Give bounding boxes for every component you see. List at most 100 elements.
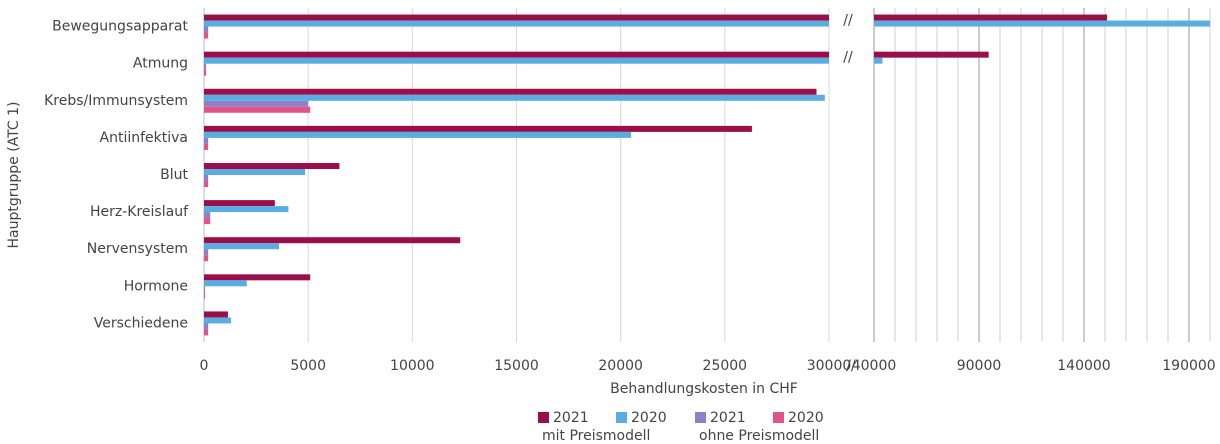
bar-segment [204, 255, 209, 262]
bar-segment [204, 274, 311, 281]
bar-segment [204, 249, 209, 256]
bar [204, 137, 209, 144]
x-tick-label: 25000 [703, 358, 748, 374]
x-tick-label: 40000 [852, 358, 897, 374]
bar-segment [204, 181, 209, 187]
bar [204, 323, 209, 330]
bar-segment [204, 169, 306, 175]
bar-segment [204, 329, 209, 336]
bar [204, 181, 209, 187]
bar [204, 125, 752, 132]
bar-segment [204, 137, 209, 144]
legend-label: 2021 [553, 410, 589, 426]
bar [204, 255, 209, 262]
y-tick-label: Antiinfektiva [100, 130, 188, 146]
bar [204, 51, 989, 58]
y-tick-label: Krebs/Immunsystem [44, 93, 188, 109]
bar-segment [204, 131, 632, 138]
y-tick-label: Bewegungsapparat [52, 19, 188, 35]
bar [204, 32, 209, 39]
x-axis-label: Behandlungskosten in CHF [610, 381, 798, 397]
bar-segment [204, 88, 817, 95]
bar [204, 69, 207, 76]
bar-segment [204, 125, 752, 132]
bar [204, 57, 883, 64]
bar [204, 26, 209, 33]
bar-segment [204, 63, 207, 70]
bar-segment [874, 57, 883, 64]
bar-segment [204, 237, 461, 244]
bar [204, 20, 1210, 27]
bar-segment [204, 212, 211, 219]
axis-break: // [843, 13, 853, 29]
bar [204, 317, 232, 324]
bar-segment [874, 20, 1210, 27]
legend-label: 2020 [788, 410, 824, 426]
x-tick-label: 140000 [1057, 358, 1110, 374]
bar [204, 212, 211, 219]
bar [204, 163, 340, 169]
y-tick-label: Herz-Kreislauf [90, 204, 189, 220]
bar [204, 169, 306, 175]
bar [204, 249, 209, 256]
bar-segment [204, 57, 829, 64]
y-axis-label: Hauptgruppe (ATC 1) [6, 102, 22, 249]
y-tick-label: Hormone [124, 278, 188, 294]
legend-swatch [538, 412, 549, 423]
y-tick-label: Blut [160, 167, 188, 183]
bar-segment [204, 292, 206, 299]
bar-segment [204, 175, 209, 181]
bar [204, 88, 817, 95]
bar-segment [204, 317, 232, 324]
bar [204, 286, 206, 293]
bar [204, 63, 207, 70]
bar-segment [204, 26, 209, 33]
x-tick-label: 90000 [957, 358, 1002, 374]
bar [204, 292, 206, 299]
bar-segment [204, 218, 211, 225]
axis-break: // [846, 358, 856, 374]
legend-group-label: ohne Preismodell [699, 428, 819, 444]
bar-segment [204, 100, 309, 107]
x-tick-label: 30000 [807, 358, 852, 374]
bar-segment [204, 94, 825, 101]
x-tick-label: 0 [200, 358, 209, 374]
bar-segment [204, 286, 206, 293]
bar [204, 274, 311, 281]
bar-segment [204, 69, 207, 76]
legend-group-label: mit Preismodell [542, 428, 650, 444]
bar [204, 106, 311, 113]
bar-segment [204, 323, 209, 330]
legend-label: 2021 [710, 410, 746, 426]
bar [204, 100, 309, 107]
legend-swatch [695, 412, 706, 423]
bar [204, 94, 825, 101]
x-tick-label: 20000 [598, 358, 643, 374]
y-tick-label: Verschiedene [94, 315, 188, 331]
bar-segment [204, 106, 311, 113]
bar [204, 131, 632, 138]
bar-segment [204, 32, 209, 39]
bar [204, 311, 228, 318]
bar [204, 218, 211, 225]
bar-segment [204, 243, 279, 250]
legend-label: 2020 [631, 410, 667, 426]
bar [204, 237, 461, 244]
bar-segment [204, 143, 209, 150]
legend-swatch [773, 412, 784, 423]
bar-segment [204, 311, 228, 318]
bar [204, 143, 209, 150]
bar-segment [874, 14, 1108, 21]
axis-break: // [843, 50, 853, 66]
bar-segment [204, 163, 340, 169]
bar [204, 206, 289, 213]
bar [204, 243, 279, 250]
bar-segment [874, 51, 989, 58]
bar [204, 200, 275, 207]
y-tick-label: Nervensystem [87, 241, 188, 257]
bar [204, 175, 209, 181]
bar-segment [204, 200, 275, 207]
x-tick-label: 190000 [1162, 358, 1215, 374]
bar [204, 329, 209, 336]
